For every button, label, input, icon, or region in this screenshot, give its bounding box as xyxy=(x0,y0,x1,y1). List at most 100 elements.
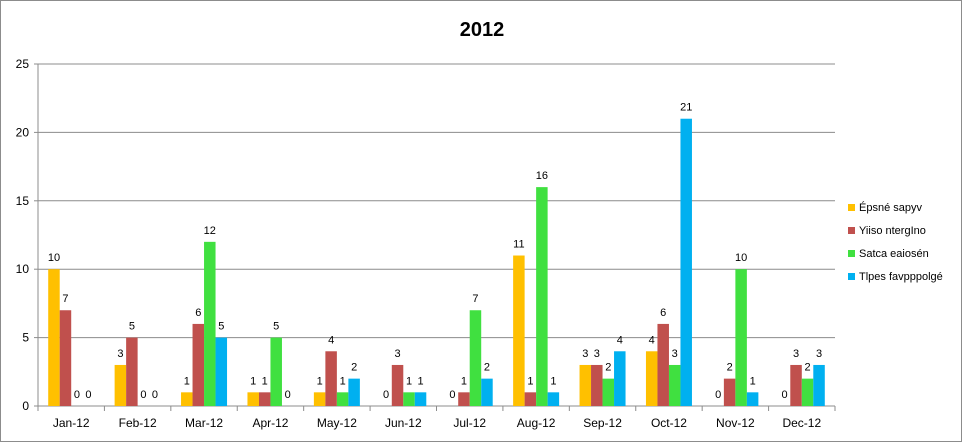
bar xyxy=(469,310,482,406)
bar xyxy=(348,378,360,406)
data-label: 1 xyxy=(184,375,190,387)
data-label: 3 xyxy=(793,348,799,360)
bar xyxy=(813,364,825,406)
data-label: 5 xyxy=(129,321,135,333)
data-label: 4 xyxy=(649,334,655,346)
bar xyxy=(602,378,615,406)
bar xyxy=(313,392,326,406)
data-label: 1 xyxy=(250,375,256,387)
bar xyxy=(325,351,337,406)
data-label: 1 xyxy=(317,375,323,387)
data-label: 4 xyxy=(328,334,334,346)
x-tick-label: Apr-12 xyxy=(252,416,288,430)
data-label: 0 xyxy=(715,389,721,401)
bar xyxy=(735,269,747,406)
data-label: 2 xyxy=(605,362,611,374)
data-label: 0 xyxy=(383,389,389,401)
grid-lines xyxy=(38,63,835,339)
data-label: 0 xyxy=(152,389,158,401)
x-tick-label: May-12 xyxy=(317,416,357,430)
data-label: 10 xyxy=(48,252,60,264)
bar xyxy=(204,241,216,406)
data-label: 3 xyxy=(816,348,822,360)
data-label: 11 xyxy=(513,239,524,251)
legend-swatch xyxy=(848,250,855,257)
x-tick-label: Jun-12 xyxy=(385,416,422,430)
legend-label: Yiiso ntergIno xyxy=(859,225,926,237)
data-label: 7 xyxy=(62,293,68,305)
data-label: 0 xyxy=(74,389,80,401)
bar xyxy=(114,364,127,406)
x-tick-label: Mar-12 xyxy=(185,416,223,430)
bar xyxy=(126,337,138,406)
bar xyxy=(192,323,205,406)
bar xyxy=(181,392,193,406)
bar xyxy=(668,364,681,406)
data-label: 3 xyxy=(394,348,400,360)
data-label: 1 xyxy=(527,375,533,387)
bar xyxy=(746,392,759,406)
data-label: 1 xyxy=(550,375,556,387)
data-label: 16 xyxy=(536,170,548,182)
data-label: 0 xyxy=(285,389,291,401)
x-tick-label: Nov-12 xyxy=(716,416,755,430)
y-tick-label: 5 xyxy=(22,331,29,345)
data-label: 2 xyxy=(804,362,810,374)
bar xyxy=(536,187,548,406)
data-label: 4 xyxy=(617,334,623,346)
legend-swatch xyxy=(848,227,855,234)
bar xyxy=(790,364,802,406)
legend-label: Tlpes favpppolgé xyxy=(859,271,943,283)
legend: Épsné sapyv Yiiso ntergIno Satca eaiosén Tl… xyxy=(848,201,943,283)
bar xyxy=(414,392,427,406)
data-label: 10 xyxy=(735,252,747,264)
bar xyxy=(481,378,493,406)
y-tick-label: 0 xyxy=(22,399,29,413)
bar xyxy=(336,392,349,406)
bar xyxy=(801,378,814,406)
bar xyxy=(680,118,692,406)
bar xyxy=(657,323,669,406)
data-label: 0 xyxy=(85,389,91,401)
bar xyxy=(513,255,525,406)
bar xyxy=(247,392,259,406)
data-label: 2 xyxy=(351,362,357,374)
y-tick-label: 15 xyxy=(16,194,30,208)
bar xyxy=(270,337,282,406)
x-tick-label: Jul-12 xyxy=(453,416,486,430)
y-tick-label: 25 xyxy=(16,57,30,71)
data-label: 1 xyxy=(406,375,412,387)
bar xyxy=(458,392,470,406)
chart-title: 2012 xyxy=(460,19,505,41)
bar xyxy=(391,364,404,406)
legend-swatch xyxy=(848,204,855,211)
data-label: 2 xyxy=(484,362,490,374)
bar xyxy=(258,392,271,406)
data-label: 7 xyxy=(472,293,478,305)
data-label: 1 xyxy=(262,375,268,387)
legend-label: Épsné sapyv xyxy=(859,201,922,214)
bar xyxy=(48,269,60,406)
bar xyxy=(591,364,603,406)
bar xyxy=(723,378,736,406)
x-tick-label: Aug-12 xyxy=(517,416,556,430)
x-tick-label: Sep-12 xyxy=(583,416,622,430)
bar xyxy=(215,337,228,406)
x-tick-label: Oct-12 xyxy=(651,416,687,430)
data-label: 3 xyxy=(672,348,678,360)
legend-swatch xyxy=(848,273,855,280)
y-tick-label: 20 xyxy=(16,125,30,139)
data-label: 3 xyxy=(117,348,123,360)
data-label: 5 xyxy=(218,321,224,333)
data-label: 21 xyxy=(680,102,692,114)
data-label: 6 xyxy=(660,307,666,319)
data-label: 1 xyxy=(461,375,467,387)
bar xyxy=(579,364,592,406)
data-label: 2 xyxy=(727,362,733,374)
data-label: 3 xyxy=(582,348,588,360)
data-label: 1 xyxy=(417,375,423,387)
